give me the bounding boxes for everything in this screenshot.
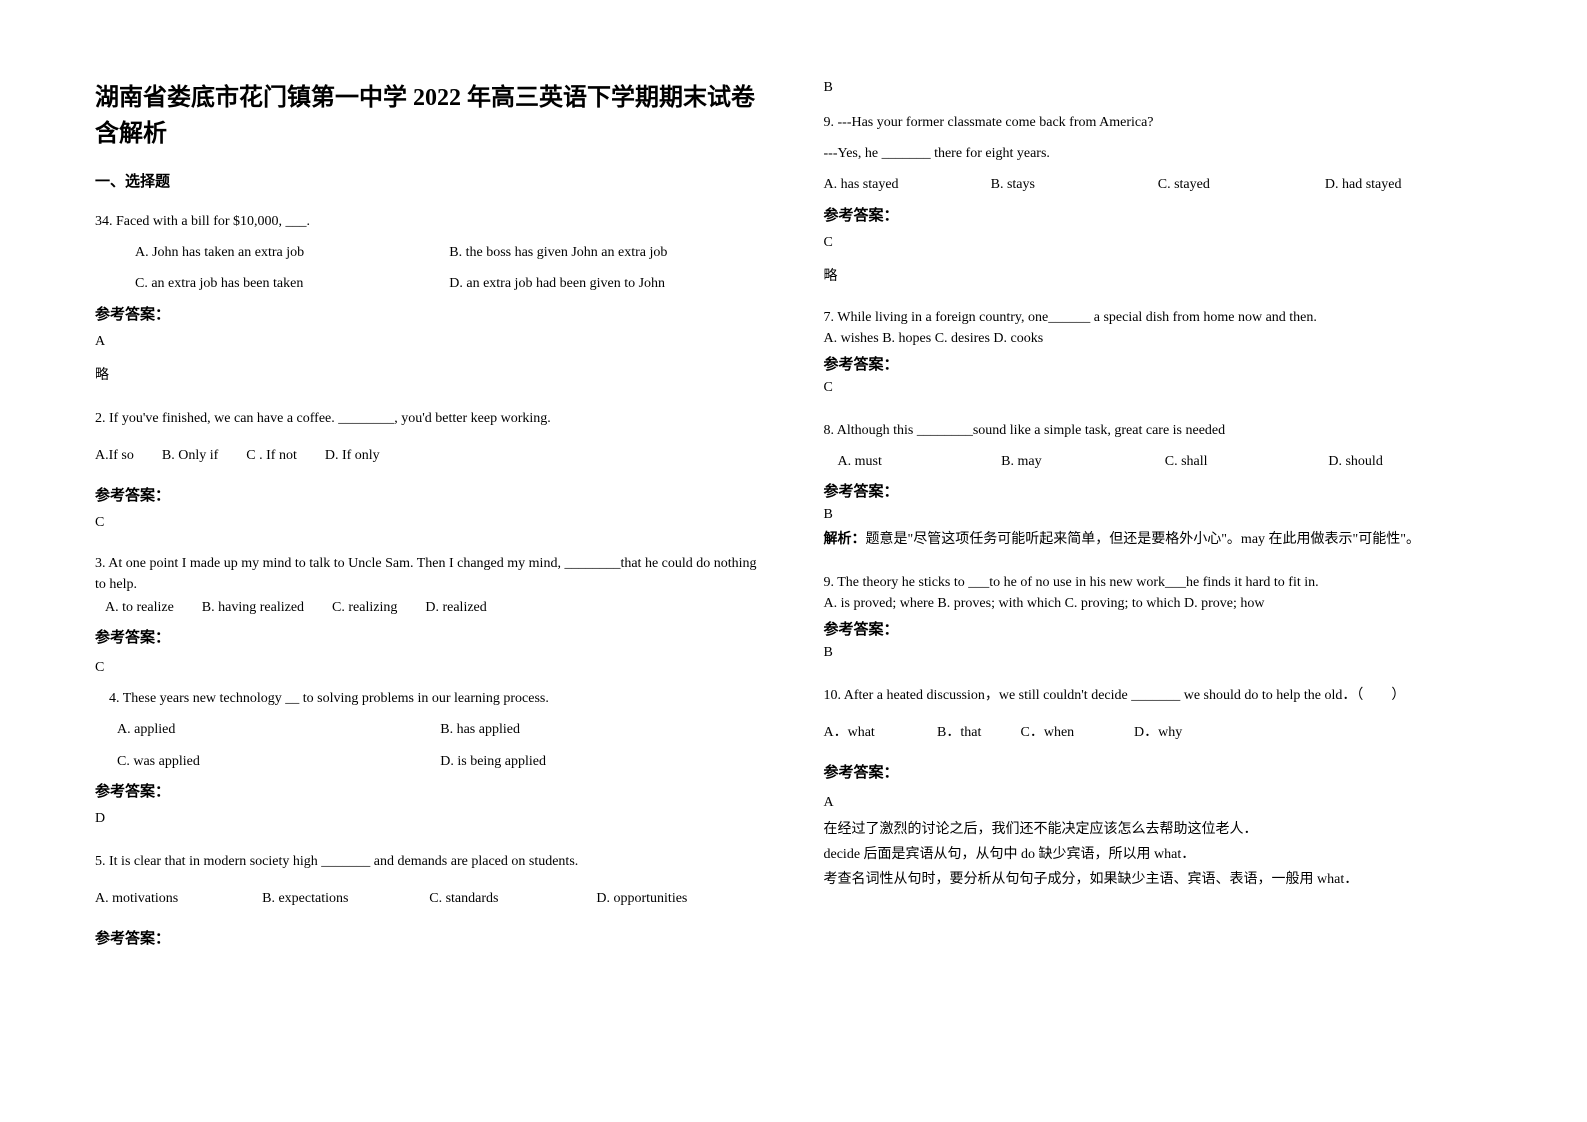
q9b-ans-label: 参考答案：	[824, 618, 1493, 639]
q5-opt-d: D. opportunities	[596, 886, 763, 911]
q8-opt-d: D. should	[1328, 449, 1492, 474]
question-4: 4. These years new technology __ to solv…	[95, 686, 764, 841]
q7-answer: C	[824, 380, 1493, 396]
q10-opt-b: B．that	[937, 720, 1017, 745]
q34-opt-b: B. the boss has given John an extra job	[449, 240, 763, 265]
question-9a: 9. ---Has your former classmate come bac…	[824, 110, 1493, 299]
q34-opts-row1: A. John has taken an extra job B. the bo…	[95, 240, 764, 265]
q9b-stem: 9. The theory he sticks to ___to he of n…	[824, 572, 1493, 593]
q8-opt-a: A. must	[838, 449, 1002, 474]
q9a-opt-d: D. had stayed	[1325, 172, 1492, 197]
right-column: B 9. ---Has your former classmate come b…	[824, 80, 1493, 1042]
q3-answer: C	[95, 657, 764, 678]
q2-stem: 2. If you've finished, we can have a cof…	[95, 406, 764, 431]
q8-explain: 解析：题意是"尽管这项任务可能听起来简单，但还是要格外小心"。may 在此用做表…	[824, 529, 1493, 550]
q3-stem: 3. At one point I made up my mind to tal…	[95, 553, 764, 595]
q9a-stem1: 9. ---Has your former classmate come bac…	[824, 110, 1493, 135]
q2-opt-b: B. Only if	[162, 443, 218, 468]
q5-stem: 5. It is clear that in modern society hi…	[95, 849, 764, 874]
q10-opt-a: A．what	[824, 720, 934, 745]
q2-opt-d: D. If only	[325, 443, 380, 468]
q34-opt-d: D. an extra job had been given to John	[449, 271, 763, 296]
q5-opt-b: B. expectations	[262, 886, 429, 911]
q4-opt-b: B. has applied	[440, 717, 763, 742]
q5-opt-a: A. motivations	[95, 886, 262, 911]
q8-ans-label: 参考答案：	[824, 480, 1493, 501]
q9a-opts: A. has stayed B. stays C. stayed D. had …	[824, 172, 1493, 197]
q7-stem: 7. While living in a foreign country, on…	[824, 307, 1493, 328]
q10-line2: decide 后面是宾语从句，从句中 do 缺少宾语，所以用 what．	[824, 844, 1493, 865]
q3-opt-c: C. realizing	[332, 595, 397, 620]
q9a-ans-label: 参考答案：	[824, 204, 1493, 225]
q10-opt-d: D．why	[1134, 725, 1182, 740]
section-heading: 一、选择题	[95, 170, 764, 191]
q8-stem: 8. Although this ________sound like a si…	[824, 418, 1493, 443]
q4-opts-row2: C. was applied D. is being applied	[95, 749, 764, 774]
q34-ans-label: 参考答案：	[95, 303, 764, 324]
page-title: 湖南省娄底市花门镇第一中学 2022 年高三英语下学期期末试卷含解析	[95, 80, 764, 152]
q7-ans-label: 参考答案：	[824, 353, 1493, 374]
q9a-opt-c: C. stayed	[1158, 172, 1325, 197]
q5-ans-label: 参考答案：	[95, 927, 764, 948]
q2-opt-c: C . If not	[246, 443, 297, 468]
q8-answer: B	[824, 507, 1493, 523]
question-8: 8. Although this ________sound like a si…	[824, 418, 1493, 550]
question-34: 34. Faced with a bill for $10,000, ___. …	[95, 209, 764, 398]
q2-opt-a: A.If so	[95, 443, 134, 468]
q9b-opts: A. is proved; where B. proves; with whic…	[824, 593, 1493, 614]
q9a-answer: C	[824, 235, 1493, 251]
q9a-opt-a: A. has stayed	[824, 172, 991, 197]
question-5: 5. It is clear that in modern society hi…	[95, 849, 764, 958]
q3-opt-b: B. having realized	[202, 595, 304, 620]
q10-line3: 考查名词性从句时，要分析从句句子成分，如果缺少主语、宾语、表语，一般用 what…	[824, 869, 1493, 890]
q34-opt-a: A. John has taken an extra job	[135, 240, 449, 265]
q8-explain-label: 解析：	[824, 532, 866, 547]
q9a-note: 略	[824, 265, 1493, 285]
question-9b: 9. The theory he sticks to ___to he of n…	[824, 572, 1493, 675]
q3-opts: A. to realize B. having realized C. real…	[95, 595, 764, 620]
q9b-answer: B	[824, 645, 1493, 661]
q34-opt-c: C. an extra job has been taken	[135, 271, 449, 296]
q4-stem: 4. These years new technology __ to solv…	[95, 686, 764, 711]
q10-ans-label: 参考答案：	[824, 761, 1493, 782]
q10-opt-c: C．when	[1021, 720, 1131, 745]
q3-opt-a: A. to realize	[105, 595, 174, 620]
q10-line1: 在经过了激烈的讨论之后，我们还不能决定应该怎么去帮助这位老人．	[824, 819, 1493, 840]
q9a-stem2: ---Yes, he _______ there for eight years…	[824, 141, 1493, 166]
q3-ans-label: 参考答案：	[95, 626, 764, 647]
q10-opts: A．what B．that C．when D．why	[824, 720, 1493, 745]
q4-ans-label: 参考答案：	[95, 780, 764, 801]
q8-opt-b: B. may	[1001, 449, 1165, 474]
left-column: 湖南省娄底市花门镇第一中学 2022 年高三英语下学期期末试卷含解析 一、选择题…	[95, 80, 764, 1042]
q5-opts: A. motivations B. expectations C. standa…	[95, 886, 764, 911]
q4-opt-a: A. applied	[117, 717, 440, 742]
q2-answer: C	[95, 515, 764, 531]
q34-note: 略	[95, 364, 764, 384]
q3-opt-d: D. realized	[425, 595, 486, 620]
question-10: 10. After a heated discussion，we still c…	[824, 683, 1493, 890]
question-7: 7. While living in a foreign country, on…	[824, 307, 1493, 410]
q2-ans-label: 参考答案：	[95, 484, 764, 505]
q5-opt-c: C. standards	[429, 886, 596, 911]
q8-opt-c: C. shall	[1165, 449, 1329, 474]
q8-explain-text: 题意是"尽管这项任务可能听起来简单，但还是要格外小心"。may 在此用做表示"可…	[866, 532, 1420, 547]
q10-answer: A	[824, 792, 1493, 813]
q34-answer: A	[95, 334, 764, 350]
question-2: 2. If you've finished, we can have a cof…	[95, 406, 764, 545]
q4-opt-d: D. is being applied	[440, 749, 763, 774]
q7-opts: A. wishes B. hopes C. desires D. cooks	[824, 328, 1493, 349]
q5-answer: B	[824, 80, 1493, 96]
q9a-opt-b: B. stays	[991, 172, 1158, 197]
q2-opts: A.If so B. Only if C . If not D. If only	[95, 443, 764, 468]
q4-answer: D	[95, 811, 764, 827]
q4-opt-c: C. was applied	[117, 749, 440, 774]
q8-opts: A. must B. may C. shall D. should	[824, 449, 1493, 474]
q10-stem: 10. After a heated discussion，we still c…	[824, 683, 1493, 708]
q34-stem: 34. Faced with a bill for $10,000, ___.	[95, 209, 764, 234]
q4-opts-row1: A. applied B. has applied	[95, 717, 764, 742]
q34-opts-row2: C. an extra job has been taken D. an ext…	[95, 271, 764, 296]
question-3: 3. At one point I made up my mind to tal…	[95, 553, 764, 678]
